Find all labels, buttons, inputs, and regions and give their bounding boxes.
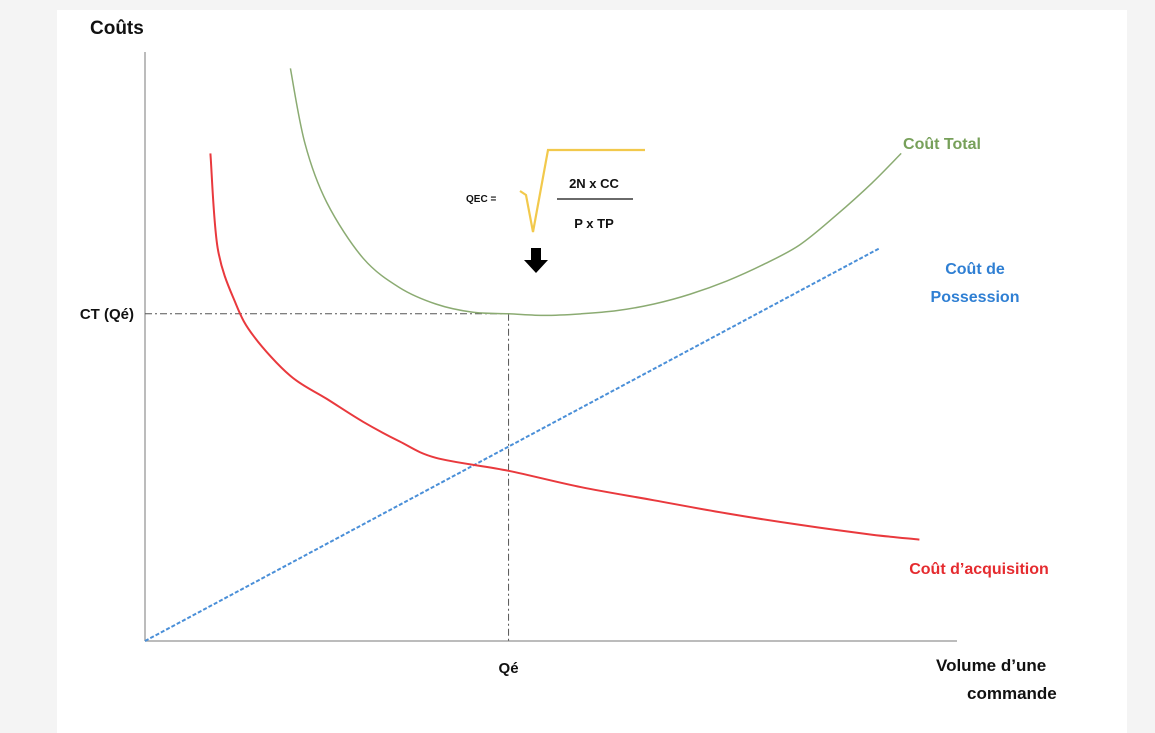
series-line-cout-total	[289, 68, 902, 317]
x-tick-label: Qé	[499, 660, 519, 677]
eoq-chart: Coûts Volume d’une commande Qé CT (Qé) C…	[80, 18, 1057, 703]
series-label-cout-acquisition: Coût d’acquisition	[909, 561, 1049, 578]
y-tick-label: CT (Qé)	[80, 306, 134, 323]
series-line-cout-de-possession	[144, 247, 880, 642]
series-label-cout-de-possession-line-1: Coût de	[945, 261, 1005, 278]
formula-denominator: P x TP	[574, 216, 614, 231]
x-axis-label-line-2: commande	[967, 684, 1057, 703]
series-label-cout-total: Coût Total	[903, 136, 981, 153]
formula-numerator: 2N x CC	[569, 176, 619, 191]
down-arrow-icon	[524, 248, 548, 273]
series-line-cout-acquisition	[209, 153, 920, 541]
formula-lhs: QEC =	[466, 194, 496, 205]
series-label-cout-de-possession-line-2: Possession	[931, 289, 1020, 306]
radical-sign	[519, 148, 645, 233]
chart-canvas: Coûts Volume d’une commande Qé CT (Qé) C…	[57, 10, 1127, 733]
y-axis-label: Coûts	[90, 18, 144, 39]
eoq-formula: QEC = 2N x CC P x TP	[466, 148, 645, 233]
x-axis-label-line-1: Volume d’une	[936, 656, 1046, 675]
